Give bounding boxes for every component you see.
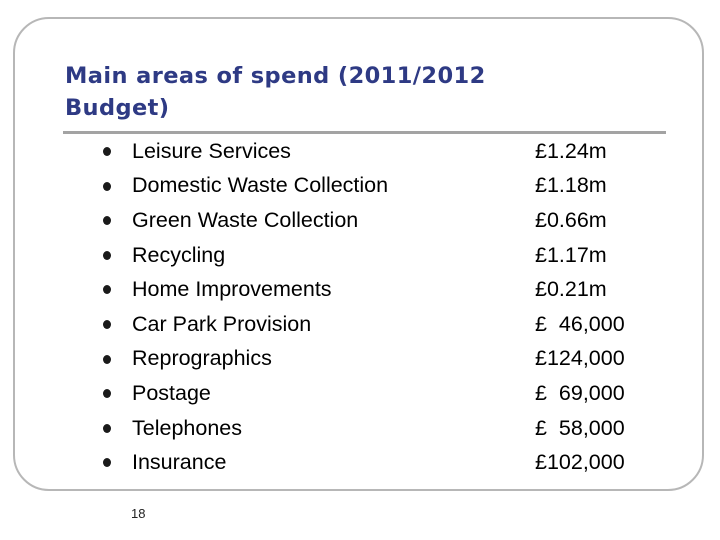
list-item: Home Improvements £0.21m [102, 272, 642, 307]
bullet-icon [103, 319, 111, 329]
list-item: Reprographics £124,000 [102, 342, 642, 377]
bullet-icon [103, 458, 111, 468]
bullet-icon [103, 250, 111, 260]
list-item: Insurance £102,000 [102, 445, 642, 480]
spend-amount: £124,000 [535, 346, 625, 371]
bullet-icon [103, 423, 111, 433]
spend-list: Leisure Services £1.24m Domestic Waste C… [102, 134, 642, 480]
bullet-icon [103, 354, 111, 364]
title-divider [63, 131, 666, 134]
spend-area-label: Postage [132, 380, 211, 405]
spend-amount: £0.21m [535, 277, 607, 302]
list-item: Recycling £1.17m [102, 238, 642, 273]
list-item: Car Park Provision £ 46,000 [102, 307, 642, 342]
spend-amount: £1.18m [535, 173, 607, 198]
bullet-icon [103, 216, 111, 226]
slide-frame [13, 17, 704, 491]
spend-area-label: Leisure Services [132, 138, 291, 163]
spend-area-label: Insurance [132, 450, 227, 475]
spend-amount: £0.66m [535, 207, 607, 232]
spend-area-label: Domestic Waste Collection [132, 173, 389, 198]
bullet-icon [103, 389, 111, 399]
spend-amount: £1.17m [535, 242, 607, 267]
spend-amount: £102,000 [535, 450, 625, 475]
bullet-icon [103, 181, 111, 191]
spend-area-label: Car Park Provision [132, 311, 312, 336]
spend-area-label: Recycling [132, 242, 226, 267]
list-item: Leisure Services £1.24m [102, 134, 642, 169]
spend-amount: £ 46,000 [535, 311, 625, 336]
bullet-icon [103, 147, 111, 156]
list-item: Domestic Waste Collection £1.18m [102, 169, 642, 204]
list-item: Green Waste Collection £0.66m [102, 203, 642, 238]
slide-title: Main areas of spend (2011/2012 Budget) [65, 63, 486, 121]
slide-number: 18 [131, 506, 146, 521]
list-item: Telephones £ 58,000 [102, 411, 642, 446]
spend-area-label: Reprographics [132, 346, 272, 371]
spend-area-label: Home Improvements [132, 277, 332, 302]
list-item: Postage £ 69,000 [102, 376, 642, 411]
spend-area-label: Telephones [132, 415, 242, 440]
spend-amount: £ 58,000 [535, 415, 625, 440]
spend-amount: £1.24m [535, 138, 607, 163]
bullet-icon [103, 285, 111, 295]
spend-amount: £ 69,000 [535, 380, 625, 405]
spend-area-label: Green Waste Collection [132, 207, 359, 232]
